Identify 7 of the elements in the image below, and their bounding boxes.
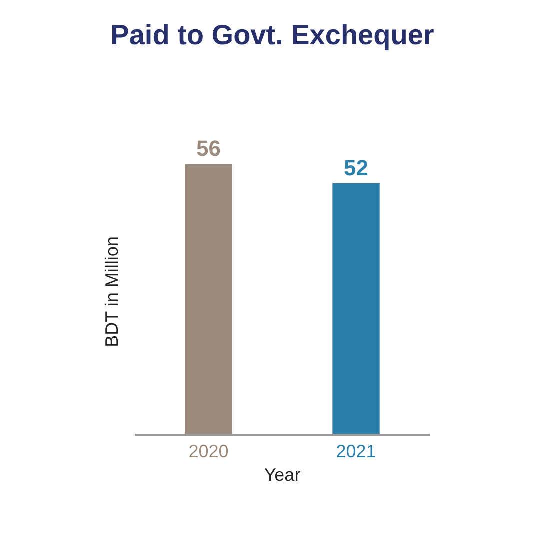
chart-title: Paid to Govt. Exchequer xyxy=(110,19,434,50)
x-tick-label: 2020 xyxy=(188,441,229,462)
data-label: 52 xyxy=(344,155,368,180)
x-tick-label: 2021 xyxy=(336,441,376,462)
data-label: 56 xyxy=(196,136,221,162)
y-axis-title: BDT in Million xyxy=(102,236,122,348)
x-axis-title: Year xyxy=(264,464,301,485)
